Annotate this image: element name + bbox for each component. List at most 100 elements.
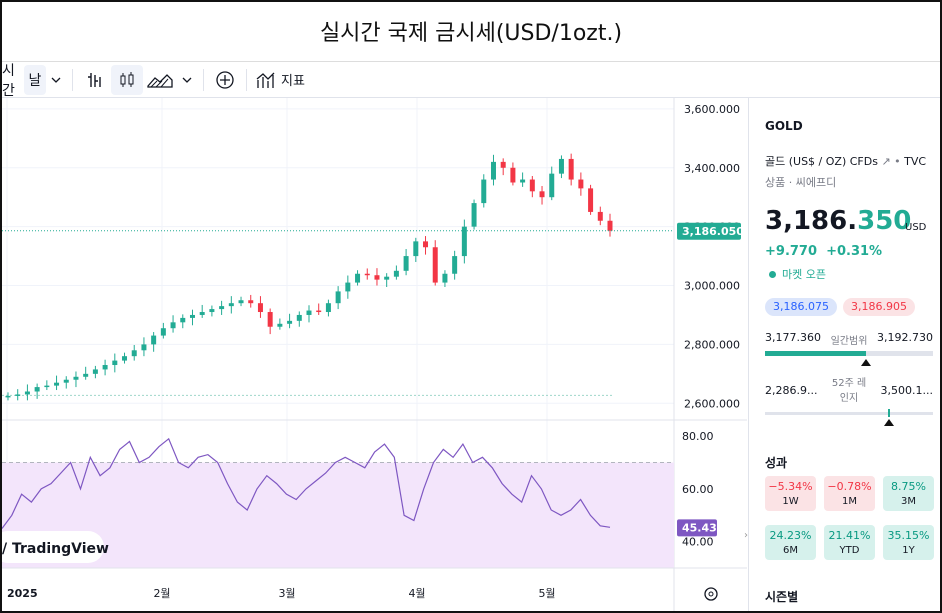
toolbar-divider (72, 68, 73, 91)
candle-body (432, 247, 438, 283)
candle-body (481, 179, 487, 204)
candle-body (228, 303, 234, 307)
year-range: 2,286.9... 52주 레인지 3,500.1... (765, 376, 933, 406)
indicators-icon[interactable] (253, 65, 279, 95)
last-price: 3,186.350 (765, 206, 911, 236)
year-high: 3,500.1... (880, 384, 933, 397)
candle-body (355, 273, 361, 283)
current-price-label: 3,186.050 (682, 225, 744, 238)
compare-add-icon[interactable] (210, 65, 240, 95)
panel-collapse-icon[interactable]: › (744, 530, 748, 541)
time-tick-label: 4월 (408, 587, 425, 600)
candle-body (500, 161, 506, 168)
year-range-bar (765, 412, 933, 415)
candle-body (5, 395, 11, 398)
candle-body (24, 391, 30, 395)
gear-center-icon (708, 591, 714, 597)
candle-body (44, 385, 50, 388)
candle-body (306, 310, 312, 315)
candle-body (374, 275, 380, 280)
performance-tile-1w[interactable]: −5.34% 1W (765, 476, 816, 511)
performance-value: 24.23% (769, 529, 812, 542)
candle-body (345, 282, 351, 292)
interval-selector[interactable]: 날 (24, 64, 46, 95)
symbol-description-text: 골드 (US$ / OZ) CFDs (765, 155, 878, 168)
performance-period: 6M (783, 545, 798, 556)
chart-canvas[interactable]: 3,600.0003,400.0003,200.0003,000.0002,80… (0, 98, 747, 611)
performance-title: 성과 (765, 456, 788, 470)
candle-body (238, 300, 244, 304)
external-link-icon[interactable]: ↗ (881, 155, 891, 168)
day-range-marker (860, 359, 871, 366)
candle-body (73, 376, 79, 380)
symbol-name[interactable]: GOLD (765, 119, 803, 133)
price-chart[interactable]: 3,600.0003,400.0003,200.0003,000.0002,80… (0, 98, 747, 611)
performance-tile-ytd[interactable]: 21.41% YTD (824, 525, 875, 560)
candles-chart-type-icon[interactable] (111, 64, 143, 95)
candle-body (102, 365, 108, 370)
market-status: 마켓 오픈 (769, 266, 826, 282)
performance-value: 21.41% (828, 529, 871, 542)
candle-body (199, 312, 205, 315)
exchange-name[interactable]: TVC (904, 155, 927, 168)
performance-period: YTD (839, 545, 860, 556)
candle-body (520, 179, 526, 183)
candle-body (63, 379, 69, 383)
year-low: 2,286.9... (765, 384, 818, 397)
performance-tile-6m[interactable]: 24.23% 6M (765, 525, 816, 560)
performance-tile-1y[interactable]: 35.15% 1Y (883, 525, 934, 560)
candle-body (131, 350, 137, 357)
candle-body (267, 312, 273, 327)
page-title: 실시간 국제 금시세(USD/1ozt.) (0, 0, 942, 62)
candle-body (393, 270, 399, 277)
candle-body (257, 303, 263, 313)
price-currency: USD (905, 222, 927, 233)
candle-body (189, 314, 195, 318)
change-value: +9.770 (765, 244, 818, 259)
candle-body (209, 309, 215, 313)
candle-body (92, 369, 98, 374)
candle-body (461, 226, 467, 257)
rsi-value-badge (677, 519, 717, 537)
candle-body (403, 256, 409, 271)
indicators-button[interactable]: 지표 (281, 74, 305, 89)
candle-body (83, 373, 89, 377)
candle-body (160, 328, 166, 336)
price-tick-label: 3,600.000 (684, 103, 740, 116)
performance-period: 1M (842, 496, 857, 507)
time-tick-label: 3월 (278, 587, 295, 600)
candle-body (180, 317, 186, 323)
candle-body (549, 173, 555, 198)
candle-body (54, 382, 60, 386)
chart-settings-icon[interactable] (704, 587, 718, 601)
candle-body (112, 360, 118, 366)
interval-label[interactable]: 시간 (2, 62, 15, 99)
performance-tile-1m[interactable]: −0.78% 1M (824, 476, 875, 511)
symbol-category: 상품 · 씨에프디 (765, 176, 837, 189)
interval-dropdown-icon[interactable] (46, 65, 66, 95)
candle-body (151, 335, 157, 345)
candle-body (296, 314, 302, 321)
candle-body (607, 220, 613, 231)
seasonals-title[interactable]: 시즌별 (765, 590, 799, 604)
candle-body (588, 188, 594, 212)
year-range-tick (888, 409, 891, 417)
area-chart-type-icon[interactable] (143, 65, 177, 95)
separator-dot: • (894, 155, 901, 168)
year-range-marker (884, 419, 895, 426)
tradingview-watermark: TradingView (12, 541, 109, 557)
candle-body (442, 273, 448, 283)
chart-type-dropdown-icon[interactable] (177, 65, 197, 95)
rsi-value-label: 45.43 (682, 521, 717, 534)
rsi-tick-label: 60.00 (682, 483, 714, 496)
day-high: 3,192.730 (877, 331, 933, 344)
performance-tile-3m[interactable]: 8.75% 3M (883, 476, 934, 511)
candle-body (568, 158, 574, 180)
candle-body (490, 161, 496, 180)
bar-chart-type-icon[interactable] (79, 65, 111, 95)
performance-period: 1Y (902, 545, 915, 556)
day-low: 3,177.360 (765, 331, 821, 344)
symbol-details-panel: GOLD 골드 (US$ / OZ) CFDs ↗ • TVC 상품 · 씨에프… (748, 98, 940, 611)
candle-body (277, 323, 283, 327)
time-tick-label: 2025 (7, 587, 38, 600)
